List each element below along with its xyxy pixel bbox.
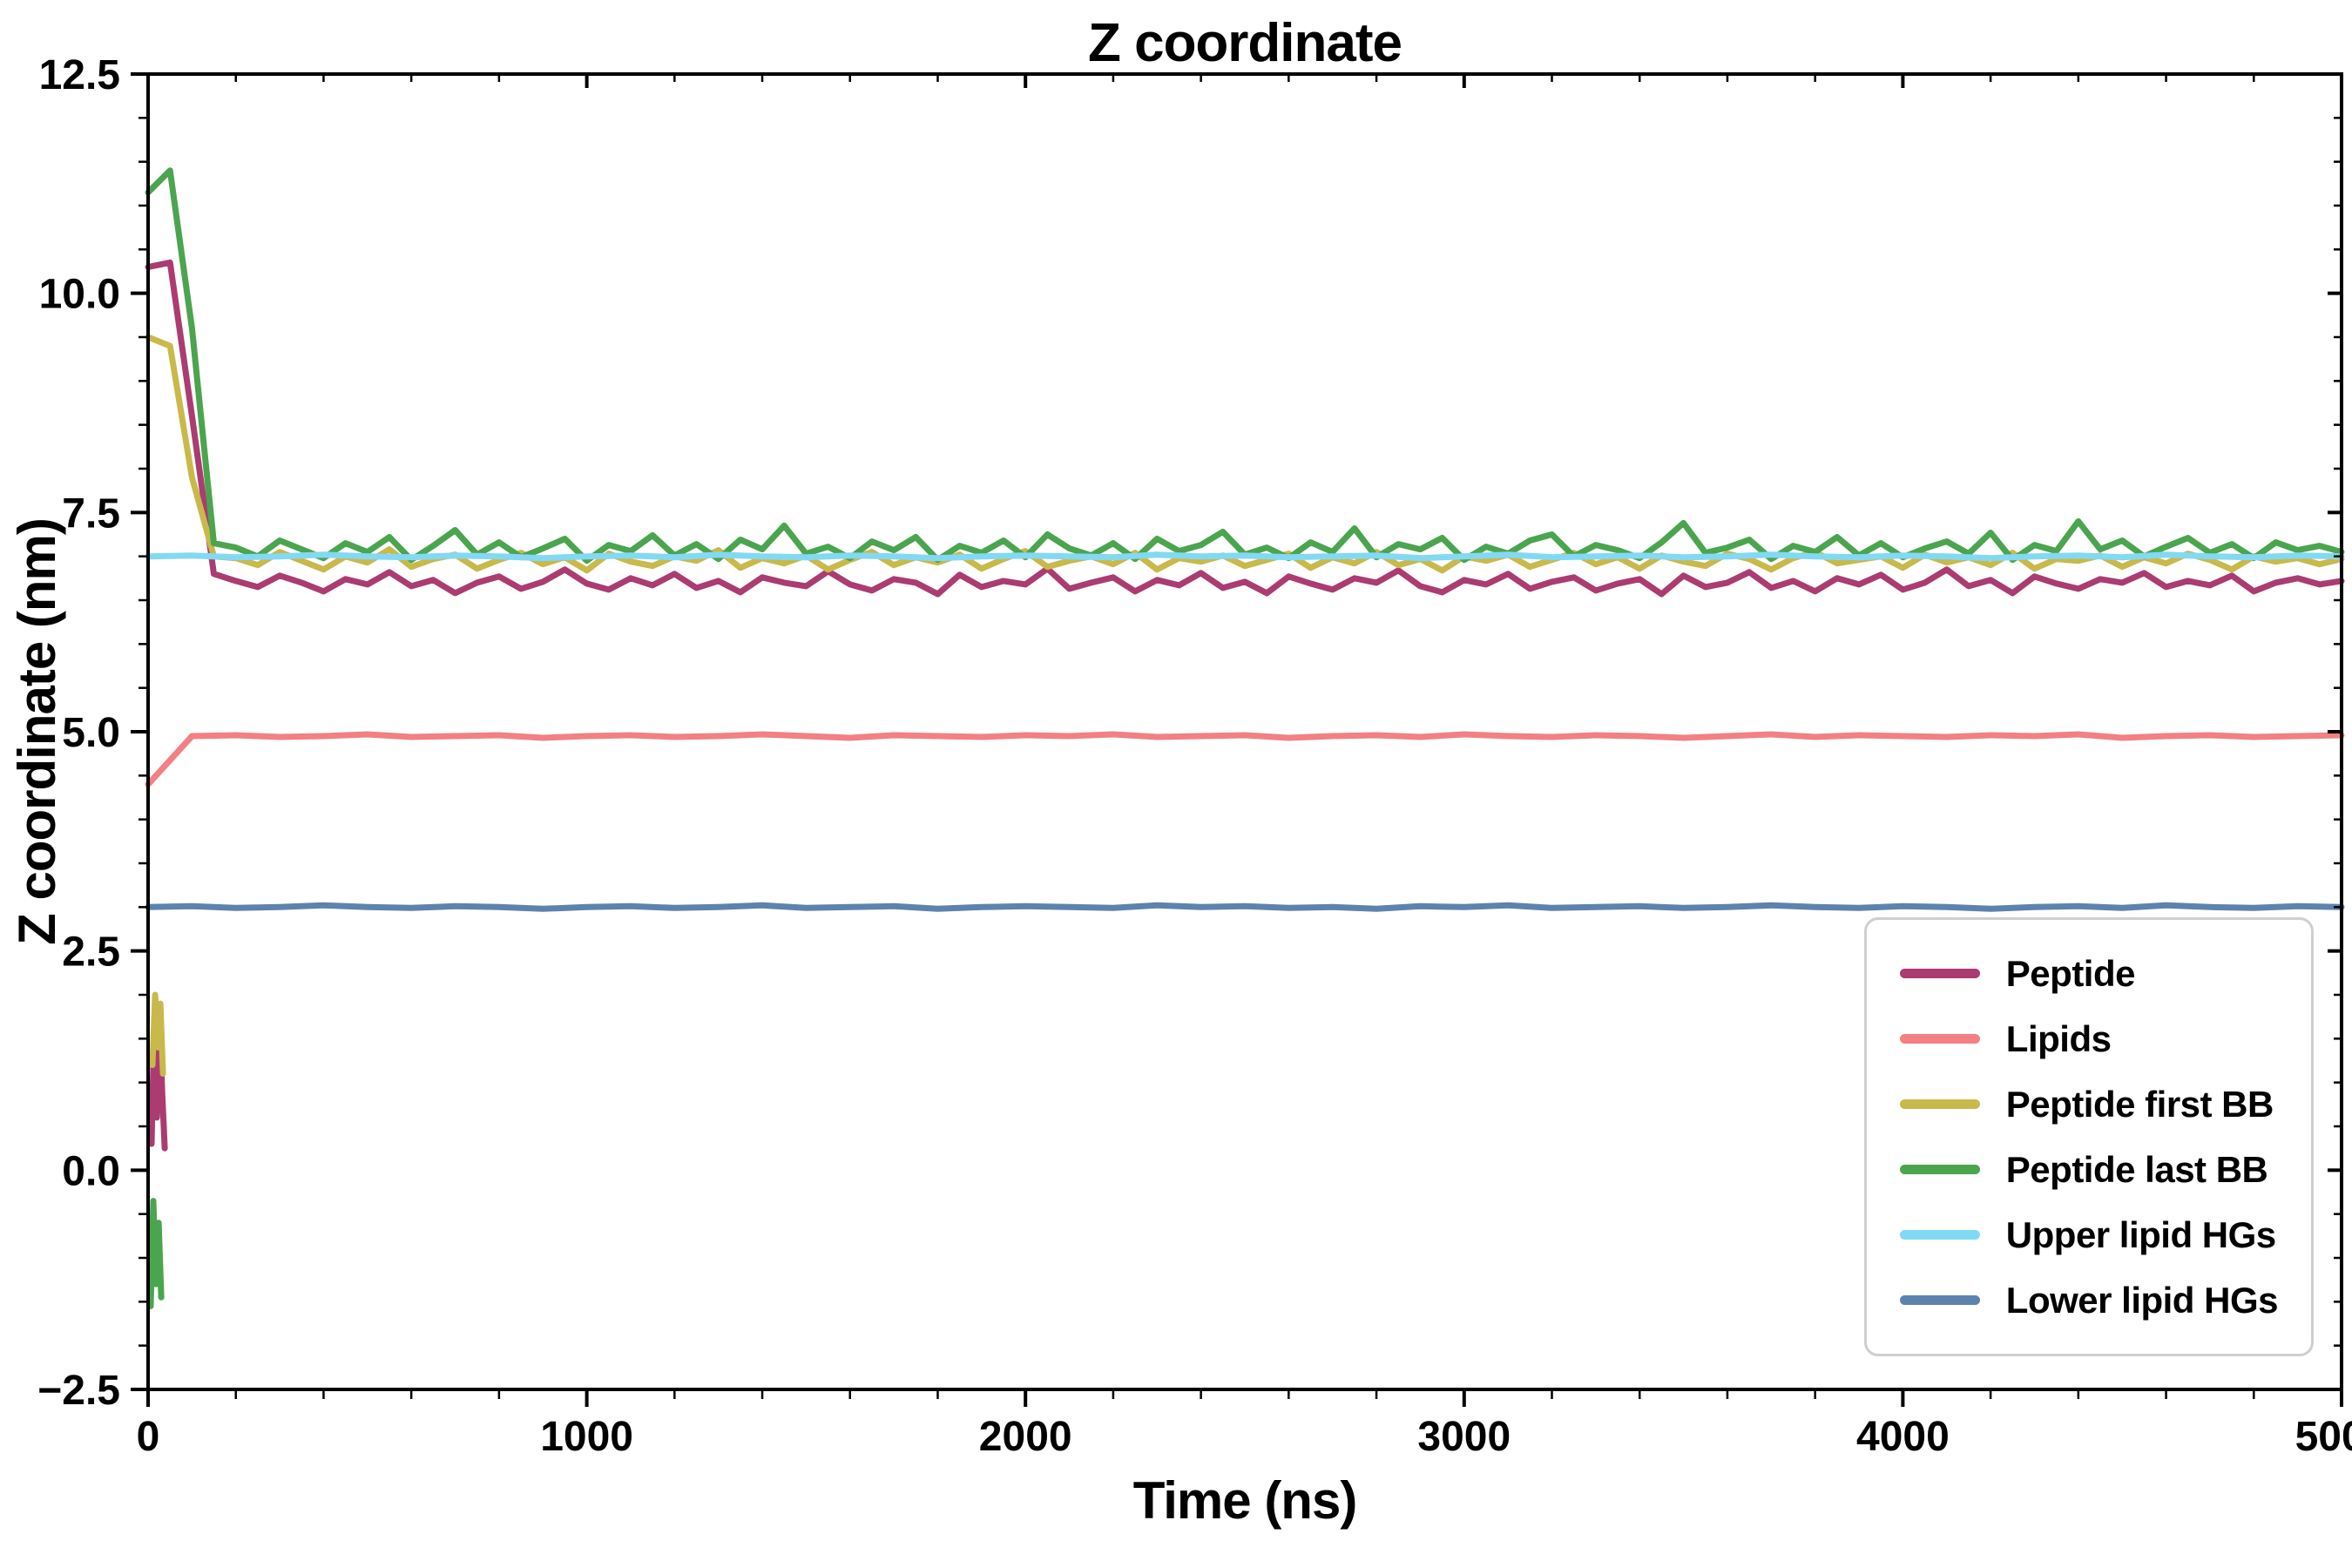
legend-swatch <box>1899 1165 1980 1174</box>
legend-label: Lower lipid HGs <box>2005 1279 2279 1321</box>
y-tick-label: 7.5 <box>62 490 120 537</box>
legend-swatch <box>1899 1034 1980 1044</box>
legend-label: Upper lipid HGs <box>2005 1213 2276 1255</box>
series-line-segment <box>149 991 166 1078</box>
legend-item: Lipids <box>1899 1017 2278 1060</box>
legend-label: Lipids <box>2005 1017 2112 1059</box>
x-axis-label: Time (ns) <box>1132 1471 1358 1530</box>
series-line-segment <box>147 1198 165 1309</box>
chart-title: Z coordinate <box>1087 13 1402 73</box>
series-line <box>145 731 2345 787</box>
x-tick-label: 3000 <box>1417 1414 1511 1460</box>
x-tick-label: 1000 <box>540 1414 633 1460</box>
legend-swatch <box>1899 969 1980 978</box>
y-tick-label: 5.0 <box>62 710 120 756</box>
x-tick-label: 2000 <box>979 1414 1072 1460</box>
y-tick-label: 0.0 <box>62 1148 120 1194</box>
series-line <box>145 902 2345 912</box>
legend-label: Peptide last BB <box>2005 1148 2268 1190</box>
series-line <box>145 334 2345 574</box>
x-tick-label: 0 <box>137 1414 160 1460</box>
series-line <box>145 167 2345 564</box>
legend-item: Upper lipid HGs <box>1899 1213 2278 1256</box>
legend-swatch <box>1899 1295 1980 1305</box>
legend-item: Peptide <box>1899 952 2278 995</box>
legend-swatch <box>1899 1099 1980 1109</box>
y-tick-label: 2.5 <box>62 929 120 976</box>
series-line <box>145 551 2345 562</box>
y-tick-label: 12.5 <box>39 52 120 98</box>
legend-label: Peptide first BB <box>2005 1083 2274 1125</box>
legend: Peptide Lipids Peptide first BB Peptide las… <box>1863 917 2314 1356</box>
y-tick-label: 10.0 <box>39 272 120 318</box>
y-tick-label: −2.5 <box>37 1368 120 1414</box>
legend-swatch <box>1899 1230 1980 1240</box>
legend-item: Peptide first BB <box>1899 1083 2278 1125</box>
legend-item: Peptide last BB <box>1899 1148 2278 1191</box>
legend-item: Lower lipid HGs <box>1899 1279 2279 1321</box>
legend-label: Peptide <box>2005 952 2136 994</box>
x-tick-label: 4000 <box>1856 1414 1950 1460</box>
series-line <box>145 259 2345 598</box>
x-tick-label: 5000 <box>2295 1414 2352 1460</box>
